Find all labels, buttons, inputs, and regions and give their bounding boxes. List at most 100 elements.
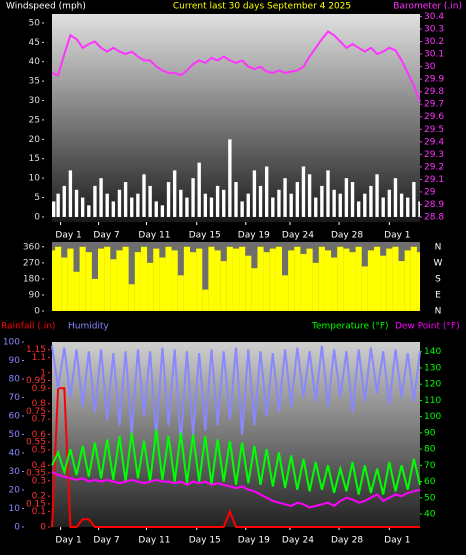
y-tick-label: 270	[23, 258, 40, 268]
y2-tick-label: 0.35	[26, 469, 46, 479]
y2-tick-label: 29.7	[424, 100, 444, 110]
bar	[214, 250, 221, 311]
y2-tick-label: 0.3	[32, 476, 46, 486]
y3-tick-label: 60	[424, 477, 436, 487]
bar	[98, 248, 105, 311]
y2-tick-label: 0.4	[32, 461, 47, 471]
bar	[246, 193, 250, 217]
y-tick-label: 35	[29, 77, 40, 87]
y-tick-label: 360	[23, 242, 40, 252]
bar	[197, 162, 201, 217]
bar	[228, 139, 232, 217]
bar	[410, 246, 417, 311]
bar	[99, 178, 103, 217]
series-line	[51, 345, 421, 444]
y-tick-label: 90	[29, 290, 41, 300]
y-tick-label: 0	[34, 212, 40, 222]
bar	[251, 268, 258, 311]
bar	[380, 255, 387, 311]
bar	[271, 197, 275, 217]
bar	[252, 170, 257, 217]
bar	[412, 182, 416, 217]
bar	[320, 185, 324, 217]
y2-tick-label: 29.4	[424, 137, 444, 147]
bar	[52, 201, 56, 217]
bar	[289, 193, 293, 217]
bar	[191, 178, 195, 217]
bar	[74, 189, 79, 217]
compass-label: N	[435, 307, 442, 317]
bar	[398, 261, 405, 311]
y2-tick-label: 0.8	[32, 399, 47, 409]
bar	[73, 271, 80, 311]
bar	[264, 166, 269, 217]
series-line	[51, 387, 420, 528]
y-tick-label: 100	[3, 338, 20, 348]
bar	[154, 201, 158, 217]
x-tick-label: Day 1	[384, 536, 410, 546]
bar	[80, 197, 85, 217]
bar	[209, 197, 214, 217]
y2-tick-label: 29.3	[424, 150, 444, 160]
y-tick-label: 0	[14, 523, 20, 533]
y2-tick-label: 0	[40, 523, 46, 533]
y2-tick-label: 0.15	[26, 499, 46, 509]
y2-tick-label: 29.1	[424, 175, 444, 185]
y-tick-label: 0	[34, 307, 40, 317]
bar	[179, 189, 183, 217]
x-tick-label: Day 1	[55, 536, 81, 546]
bar	[234, 182, 238, 217]
bar	[68, 170, 73, 217]
bar	[208, 246, 215, 311]
y3-tick-label: 80	[424, 445, 436, 455]
series-line	[51, 30, 421, 103]
bar	[343, 248, 350, 311]
y-tick-label: 80	[9, 375, 21, 385]
bar	[288, 250, 295, 311]
bar	[312, 262, 319, 311]
y2-tick-label: 30.3	[424, 25, 444, 35]
bar	[387, 189, 392, 217]
x-tick-label: Day 1	[384, 231, 410, 241]
y-tick-label: 20	[9, 486, 21, 496]
bar	[337, 246, 344, 311]
bar	[79, 246, 86, 311]
bar	[416, 252, 420, 311]
y3-tick-label: 50	[424, 493, 436, 503]
y2-tick-label: 29.2	[424, 162, 444, 172]
compass-label: E	[435, 290, 441, 300]
x-tick-label: Day 7	[93, 231, 119, 241]
y2-tick-label: 0.6	[32, 430, 47, 440]
series-name: Dew Point (°F)	[395, 322, 460, 332]
y2-tick-label: 29.8	[424, 87, 444, 97]
x-tick-label: Day 15	[189, 231, 221, 241]
bar	[222, 189, 226, 217]
bar	[269, 248, 276, 311]
bar	[85, 252, 92, 311]
bar	[258, 185, 263, 217]
series-line	[51, 429, 421, 495]
bar	[87, 205, 91, 217]
bar	[226, 246, 233, 311]
y-tick-label: 50	[9, 430, 21, 440]
bar	[153, 248, 160, 311]
bar	[275, 246, 282, 311]
bar	[148, 185, 152, 217]
bar	[110, 259, 117, 311]
y-tick-label: 40	[9, 449, 21, 459]
bar	[61, 257, 68, 311]
bar	[381, 197, 385, 217]
bar	[356, 201, 361, 217]
bar	[122, 246, 129, 311]
y-tick-label: 90	[9, 356, 21, 366]
bar	[338, 193, 342, 217]
y3-tick-label: 100	[424, 412, 441, 422]
bar	[386, 248, 393, 311]
bar	[283, 178, 287, 217]
bar	[375, 174, 379, 217]
bar	[355, 246, 362, 311]
plot-area	[52, 342, 420, 527]
bar	[367, 250, 374, 311]
y2-tick-label: 0.9	[32, 384, 47, 394]
